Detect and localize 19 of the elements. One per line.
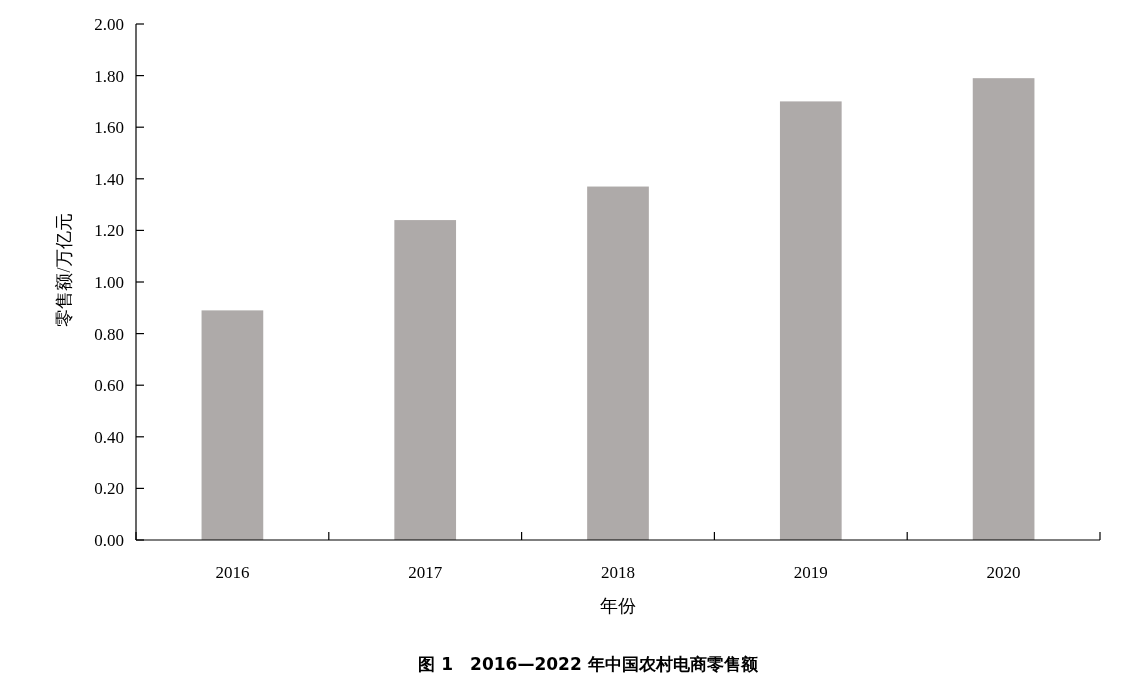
y-tick-label: 1.80	[94, 66, 124, 86]
y-tick-label: 0.40	[94, 427, 124, 447]
y-axis-title: 零售额/万亿元	[54, 213, 74, 327]
y-tick-label: 0.20	[94, 479, 124, 499]
y-tick-label: 1.20	[94, 221, 124, 241]
y-tick-label: 1.40	[94, 169, 124, 189]
x-tick-label: 2016	[215, 563, 250, 582]
y-tick-label: 2.00	[94, 15, 124, 34]
y-tick-label: 1.00	[94, 273, 124, 292]
x-tick-label: 2017	[408, 563, 443, 582]
x-tick-label: 2018	[601, 563, 635, 582]
x-axis-title: 年份	[600, 596, 636, 616]
y-tick-label: 0.80	[94, 324, 124, 344]
x-tick-label: 2020	[986, 563, 1021, 582]
text: 图 1 2016—2022 年中国农村电商零售额	[418, 654, 759, 674]
y-tick-label: 1.60	[94, 118, 124, 138]
y-tick-label: 0.60	[94, 376, 124, 396]
x-tick-label: 2019	[793, 563, 828, 582]
y-tick-label: 0.00	[94, 531, 124, 550]
